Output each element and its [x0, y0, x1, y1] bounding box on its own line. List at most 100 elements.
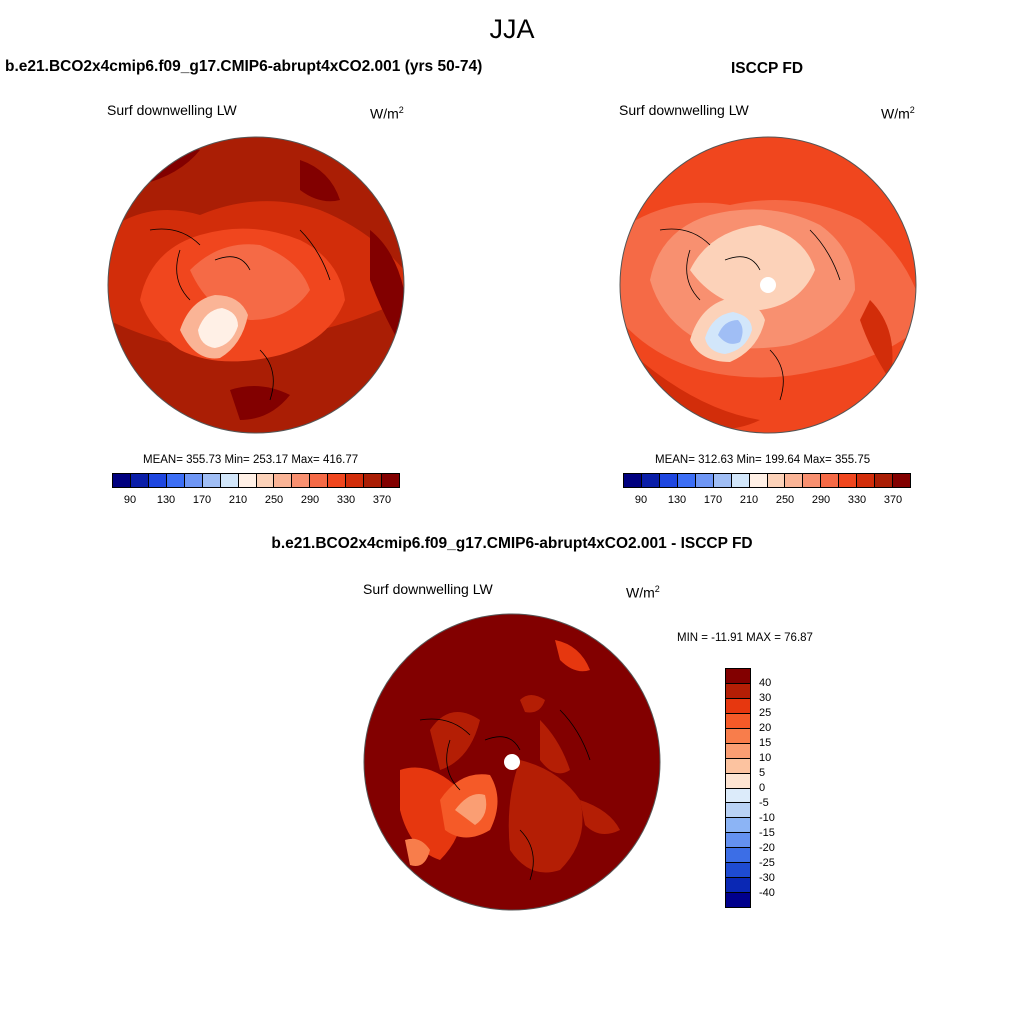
colorbar-swatch: [256, 474, 275, 487]
colorbar-swatch: [726, 878, 750, 894]
colorbar-swatch: [749, 474, 768, 487]
colorbar-tick-label: 170: [192, 494, 212, 506]
model-units-label: W/m2: [370, 105, 404, 122]
colorbar-swatch: [726, 698, 750, 714]
colorbar-swatch: [726, 863, 750, 879]
colorbar-tick-label: 90: [634, 494, 648, 506]
obs-colorbar-ticks: 90 130 170 210 250 290 330 370: [623, 494, 911, 508]
colorbar-tick-label: 370: [372, 494, 392, 506]
colorbar-swatch: [803, 474, 822, 487]
colorbar-tick-label: 10: [759, 752, 772, 764]
colorbar-swatch: [767, 474, 786, 487]
colorbar-tick-label: -10: [759, 812, 775, 824]
colorbar-swatch: [677, 474, 696, 487]
colorbar-tick-label: 330: [847, 494, 867, 506]
colorbar-tick-label: 210: [228, 494, 248, 506]
colorbar-tick-label: 330: [336, 494, 356, 506]
colorbar-swatch: [857, 474, 876, 487]
diff-panel-title: b.e21.BCO2x4cmip6.f09_g17.CMIP6-abrupt4x…: [271, 535, 753, 552]
colorbar-swatch: [148, 474, 167, 487]
colorbar-swatch: [726, 788, 750, 804]
obs-variable-label: Surf downwelling LW: [619, 102, 749, 118]
diff-units-label: W/m2: [626, 584, 660, 601]
colorbar-swatch: [220, 474, 239, 487]
colorbar-swatch: [785, 474, 804, 487]
colorbar-swatch: [726, 683, 750, 699]
colorbar-swatch: [893, 474, 910, 487]
model-variable-label: Surf downwelling LW: [107, 102, 237, 118]
colorbar-tick-label: 30: [759, 692, 772, 704]
colorbar-tick-label: -15: [759, 827, 775, 839]
colorbar-swatch: [364, 474, 383, 487]
diff-colorbar: [725, 668, 751, 908]
obs-stats: MEAN= 312.63 Min= 199.64 Max= 355.75: [655, 454, 871, 466]
colorbar-swatch: [624, 474, 642, 487]
colorbar-tick-label: 290: [811, 494, 831, 506]
colorbar-tick-label: -5: [759, 797, 769, 809]
colorbar-swatch: [713, 474, 732, 487]
diff-variable-label: Surf downwelling LW: [363, 581, 493, 597]
colorbar-swatch: [310, 474, 329, 487]
colorbar-tick-label: 20: [759, 722, 772, 734]
diff-colorbar-ticks: 40 30 25 20 15 10 5 0 -5 -10 -15 -20 -25 -30 -40: [751, 668, 811, 908]
colorbar-swatch: [726, 773, 750, 789]
colorbar-swatch: [726, 713, 750, 729]
colorbar-tick-label: 250: [775, 494, 795, 506]
colorbar-swatch: [726, 669, 750, 684]
colorbar-swatch: [328, 474, 347, 487]
colorbar-swatch: [726, 728, 750, 744]
diff-stats: MIN = -11.91 MAX = 76.87: [677, 632, 813, 644]
colorbar-swatch: [695, 474, 714, 487]
colorbar-swatch: [292, 474, 311, 487]
colorbar-tick-label: 40: [759, 677, 772, 689]
colorbar-swatch: [166, 474, 185, 487]
colorbar-tick-label: 25: [759, 707, 772, 719]
colorbar-swatch: [238, 474, 257, 487]
colorbar-swatch: [641, 474, 660, 487]
colorbar-swatch: [821, 474, 840, 487]
colorbar-tick-label: 0: [759, 782, 766, 794]
colorbar-tick-label: 250: [264, 494, 284, 506]
colorbar-swatch: [839, 474, 858, 487]
colorbar-swatch: [659, 474, 678, 487]
colorbar-swatch: [726, 743, 750, 759]
colorbar-swatch: [184, 474, 203, 487]
model-stats: MEAN= 355.73 Min= 253.17 Max= 416.77: [143, 454, 359, 466]
colorbar-tick-label: 130: [667, 494, 687, 506]
colorbar-swatch: [113, 474, 131, 487]
colorbar-swatch: [202, 474, 221, 487]
colorbar-swatch: [726, 818, 750, 834]
obs-units-label: W/m2: [881, 105, 915, 122]
colorbar-swatch: [382, 474, 399, 487]
colorbar-tick-label: 170: [703, 494, 723, 506]
colorbar-tick-label: 290: [300, 494, 320, 506]
colorbar-tick-label: 130: [156, 494, 176, 506]
colorbar-tick-label: 210: [739, 494, 759, 506]
colorbar-swatch: [875, 474, 894, 487]
colorbar-tick-label: 5: [759, 767, 766, 779]
colorbar-tick-label: -30: [759, 872, 775, 884]
colorbar-swatch: [274, 474, 293, 487]
season-title: JJA: [489, 14, 535, 44]
colorbar-swatch: [726, 833, 750, 849]
colorbar-tick-label: 15: [759, 737, 772, 749]
colorbar-swatch: [726, 848, 750, 864]
obs-colorbar: [623, 473, 911, 488]
colorbar-tick-label: -25: [759, 857, 775, 869]
model-colorbar: [112, 473, 400, 488]
model-colorbar-ticks: 90 130 170 210 250 290 330 370: [112, 494, 400, 508]
colorbar-swatch: [346, 474, 365, 487]
obs-panel-title: ISCCP FD: [731, 60, 804, 77]
colorbar-swatch: [726, 758, 750, 774]
colorbar-tick-label: -20: [759, 842, 775, 854]
model-panel-title: b.e21.BCO2x4cmip6.f09_g17.CMIP6-abrupt4x…: [5, 58, 483, 75]
colorbar-swatch: [726, 803, 750, 819]
colorbar-swatch: [130, 474, 149, 487]
colorbar-tick-label: 90: [123, 494, 137, 506]
colorbar-tick-label: -40: [759, 887, 775, 899]
colorbar-swatch: [726, 893, 750, 907]
colorbar-swatch: [731, 474, 750, 487]
